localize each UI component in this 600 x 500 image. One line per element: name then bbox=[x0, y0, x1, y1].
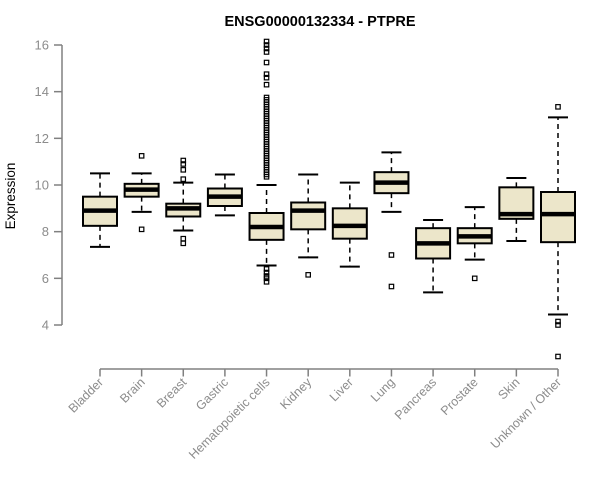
box-unknown-other bbox=[540, 191, 576, 244]
outlier-point-hematopoietic-cells bbox=[263, 74, 270, 81]
outlier-point-hematopoietic-cells bbox=[263, 42, 270, 48]
outlier-point-hematopoietic-cells bbox=[263, 45, 270, 52]
y-tick-label: 8 bbox=[42, 224, 49, 239]
y-axis-label: Expression bbox=[3, 163, 18, 230]
outlier-point-hematopoietic-cells bbox=[263, 49, 270, 55]
y-tick-label: 14 bbox=[35, 84, 49, 99]
box-liver bbox=[331, 207, 368, 240]
plot-area: 4 6 8 10 12 14 16 Bladder Brain Breast GastricHema… bbox=[35, 38, 576, 462]
outlier-point-hematopoietic-cells bbox=[263, 59, 270, 66]
x-tick-label: Bladder bbox=[66, 375, 106, 415]
x-tick-label: Brain bbox=[117, 375, 148, 406]
outlier-point-hematopoietic-cells bbox=[263, 71, 270, 77]
outlier-point-hematopoietic-cells bbox=[263, 275, 270, 282]
outlier-point-breast bbox=[180, 235, 187, 242]
chart-title: ENSG00000132334 - PTPRE bbox=[224, 14, 415, 30]
x-tick-label: Prostate bbox=[438, 375, 481, 418]
outlier-point-unknown-other bbox=[555, 353, 561, 360]
outlier-point-hematopoietic-cells bbox=[263, 38, 270, 45]
outlier-point-breast bbox=[180, 157, 187, 164]
y-tick-label: 16 bbox=[35, 38, 49, 53]
x-tick-label: Lung bbox=[368, 375, 398, 405]
outlier-point-kidney bbox=[305, 272, 311, 278]
outlier-point-unknown-other bbox=[555, 104, 561, 110]
outlier-point-hematopoietic-cells bbox=[263, 81, 270, 88]
x-tick-label: Skin bbox=[495, 375, 522, 402]
y-tick-label: 12 bbox=[35, 131, 49, 146]
outlier-point-breast bbox=[180, 240, 187, 247]
outlier-point-unknown-other bbox=[555, 322, 561, 328]
outlier-point-breast bbox=[180, 161, 187, 167]
x-tick-label: Liver bbox=[327, 375, 356, 404]
x-tick-label: Kidney bbox=[277, 375, 314, 412]
y-tick-label: 4 bbox=[42, 318, 49, 333]
outlier-point-brain bbox=[138, 226, 145, 233]
outlier-point-hematopoietic-cells bbox=[263, 174, 270, 180]
x-tick-label: Breast bbox=[154, 375, 190, 411]
x-tick-label: Pancreas bbox=[392, 375, 439, 422]
outlier-point-prostate bbox=[471, 275, 478, 282]
outlier-point-breast bbox=[180, 176, 187, 182]
outlier-point-brain bbox=[138, 153, 145, 159]
x-tick-label: Hematopoietic cells bbox=[186, 375, 273, 462]
outlier-point-lung bbox=[388, 252, 395, 258]
x-tick-label: Gastric bbox=[193, 375, 231, 413]
outlier-point-hematopoietic-cells bbox=[263, 266, 270, 272]
y-tick-label: 6 bbox=[42, 271, 49, 286]
outlier-point-lung bbox=[388, 283, 395, 290]
box-kidney bbox=[290, 201, 327, 231]
x-tick-label: Unknown / Other bbox=[488, 375, 564, 451]
outlier-point-hematopoietic-cells bbox=[263, 269, 270, 276]
outlier-point-hematopoietic-cells bbox=[263, 279, 270, 285]
outlier-point-unknown-other bbox=[555, 318, 561, 325]
y-tick-label: 10 bbox=[35, 178, 49, 193]
outlier-point-breast bbox=[180, 167, 187, 173]
